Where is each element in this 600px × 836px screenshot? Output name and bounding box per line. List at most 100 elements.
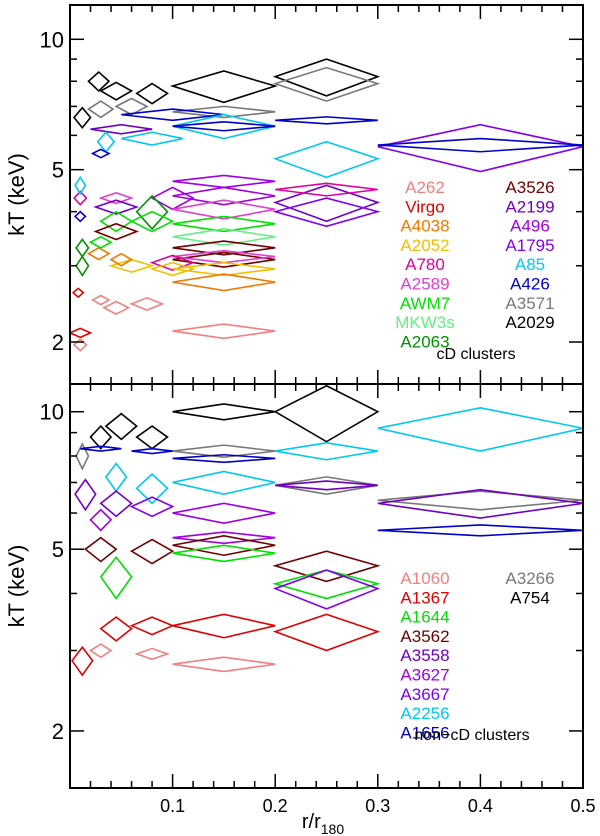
data-point-diamond	[99, 490, 133, 518]
data-point-diamond	[96, 131, 116, 154]
legend-entry: A2589	[400, 275, 449, 294]
data-point-diamond	[172, 120, 276, 132]
data-point-diamond	[104, 412, 138, 441]
data-point-diamond	[275, 182, 378, 197]
legend-entry: A780	[405, 255, 445, 274]
data-point-diamond	[275, 116, 378, 125]
data-point-diamond	[99, 616, 133, 642]
data-point-diamond	[272, 58, 381, 97]
data-point-diamond	[129, 296, 165, 311]
data-point-diamond	[75, 255, 90, 277]
legend-entry: A1060	[400, 569, 449, 588]
x-tick-label: 0.2	[263, 796, 288, 816]
legend-entry: A3266	[505, 569, 554, 588]
data-point-diamond	[377, 123, 583, 173]
data-point-diamond	[272, 613, 381, 652]
data-point-diamond	[129, 616, 175, 636]
data-point-diamond	[275, 441, 378, 461]
data-point-diamond	[99, 210, 134, 233]
data-point-diamond	[88, 235, 113, 249]
x-tick-label: 0.5	[570, 796, 595, 816]
data-point-diamond	[172, 273, 276, 292]
data-point-diamond	[89, 424, 113, 450]
data-point-diamond	[89, 643, 113, 659]
panel-annotation: non−cD clusters	[414, 727, 529, 744]
x-tick-label: 0.1	[160, 796, 185, 816]
x-axis-label: r/r180	[302, 811, 344, 836]
data-point-diamond	[150, 186, 195, 211]
data-point-diamond	[72, 338, 88, 352]
panel-cd-clusters: 2 5 10 kT (keV) A262VirgoA4038A2052A780A2589…	[4, 4, 584, 385]
data-point-diamond	[134, 647, 170, 661]
data-point-diamond	[169, 70, 278, 104]
x-axis-label-subscript: 180	[321, 821, 345, 836]
data-point-diamond	[172, 531, 276, 545]
y-tick-label: 5	[52, 537, 64, 562]
x-tick-label: 0.3	[365, 796, 390, 816]
data-point-diamond	[73, 210, 87, 223]
data-point-diamond	[377, 406, 583, 452]
y-tick-label: 10	[40, 27, 64, 52]
y-tick-label: 5	[52, 158, 64, 183]
data-point-diamond	[135, 82, 169, 105]
panel-annotation: cD clusters	[436, 346, 515, 363]
plot-frame	[69, 383, 584, 789]
data-point-diamond	[135, 473, 169, 505]
data-point-diamond	[172, 228, 276, 246]
data-point-diamond	[86, 246, 111, 261]
data-markers	[71, 384, 583, 677]
data-point-diamond	[129, 210, 175, 233]
data-point-diamond	[84, 536, 118, 563]
data-point-diamond	[272, 140, 381, 179]
data-point-diamond	[172, 174, 276, 189]
data-point-diamond	[172, 502, 276, 525]
data-point-diamond	[129, 538, 175, 565]
legend-entry: A3526	[505, 178, 554, 197]
data-point-diamond	[74, 175, 87, 196]
data-point-diamond	[114, 97, 149, 116]
data-point-diamond	[149, 254, 196, 272]
data-point-diamond	[89, 508, 113, 532]
legend-entry: A2199	[505, 197, 554, 216]
data-point-diamond	[87, 71, 111, 93]
data-point-diamond	[90, 123, 153, 135]
data-point-diamond	[377, 137, 583, 153]
data-point-diamond	[172, 105, 276, 119]
data-point-diamond	[98, 192, 135, 205]
legend-entry: A3667	[400, 685, 449, 704]
data-point-diamond	[377, 524, 583, 537]
data-point-diamond	[129, 496, 175, 518]
legend-entry: A754	[510, 588, 550, 607]
data-point-diamond	[71, 645, 94, 677]
data-point-diamond	[172, 470, 276, 495]
x-tick-label: 0.4	[468, 796, 493, 816]
data-point-diamond	[172, 544, 276, 563]
data-point-diamond	[275, 476, 378, 495]
legend-entry: A2063	[400, 332, 449, 351]
data-point-diamond	[70, 327, 93, 339]
legend-entry: A426	[510, 275, 550, 294]
legend-entry: A262	[405, 178, 445, 197]
data-point-diamond	[172, 186, 276, 206]
legend-entry: A2029	[505, 313, 554, 332]
legend-entry: A496	[510, 217, 550, 236]
data-point-diamond	[135, 194, 169, 231]
data-markers	[70, 58, 583, 352]
data-point-diamond	[121, 131, 184, 146]
data-point-diamond	[90, 294, 111, 306]
data-point-diamond	[87, 100, 115, 119]
data-point-diamond	[99, 81, 134, 101]
data-point-diamond	[172, 656, 276, 673]
y-tick-label: 2	[52, 330, 64, 355]
data-point-diamond	[272, 197, 381, 228]
data-point-diamond	[172, 323, 276, 340]
legend-entry: MKW3s	[395, 313, 455, 332]
legend-entry: A1795	[505, 236, 554, 255]
x-axis-label-main: r/r	[302, 811, 321, 833]
data-point-diamond	[104, 462, 128, 493]
data-point-diamond	[275, 480, 378, 491]
data-point-diamond	[74, 478, 97, 512]
data-point-diamond	[131, 447, 173, 455]
data-point-diamond	[377, 488, 583, 519]
